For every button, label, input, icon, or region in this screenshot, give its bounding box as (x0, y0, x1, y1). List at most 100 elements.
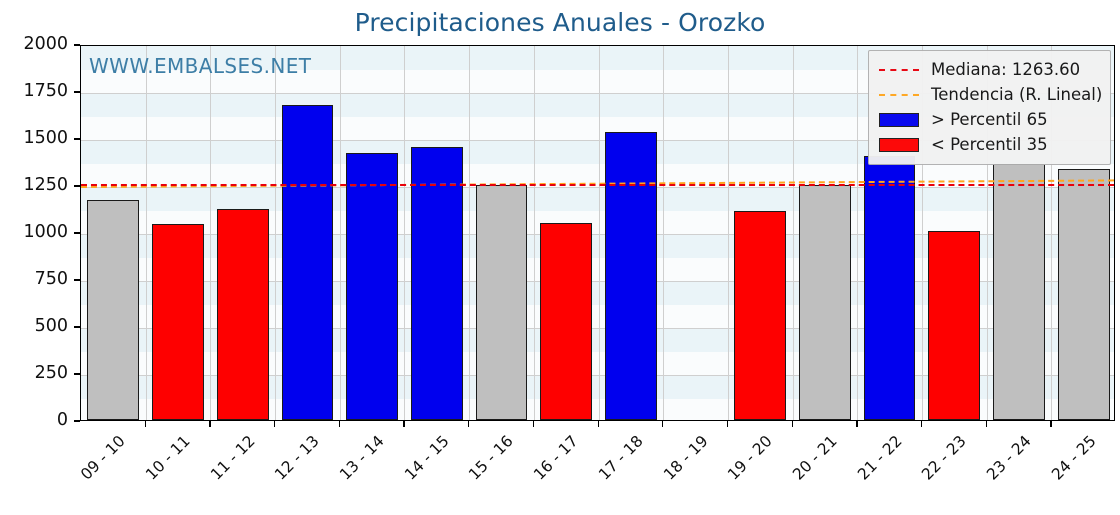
bar (152, 224, 204, 420)
gridline (339, 46, 341, 420)
background-band (81, 187, 1114, 211)
gridline (598, 46, 600, 420)
legend-swatch-icon (877, 112, 921, 128)
watermark-text: WWW.EMBALSES.NET (89, 54, 312, 78)
background-band (81, 328, 1114, 352)
legend-item[interactable]: Tendencia (R. Lineal) (877, 82, 1102, 107)
bar (799, 184, 851, 420)
gridline (857, 46, 859, 420)
color-swatch (879, 137, 919, 152)
gridline (210, 46, 212, 420)
gridline (81, 281, 1114, 282)
background-band (81, 234, 1114, 258)
x-tick-mark (338, 421, 341, 427)
legend-label: > Percentil 65 (931, 110, 1048, 129)
y-tick-label: 0 (56, 410, 68, 430)
background-band (81, 351, 1114, 375)
bar (604, 132, 657, 420)
gridline (145, 46, 147, 420)
legend-dashed-line-icon (877, 62, 921, 78)
x-tick-mark (920, 421, 923, 427)
background-band (81, 375, 1114, 399)
bar (216, 209, 269, 420)
gridline (1051, 46, 1053, 420)
gridline (986, 46, 988, 420)
x-tick-mark (856, 421, 858, 427)
y-tick-mark (74, 326, 80, 328)
y-tick-label: 1250 (23, 175, 68, 195)
legend-item[interactable]: Mediana: 1263.60 (877, 57, 1102, 82)
x-tick-mark (274, 421, 276, 427)
bar (475, 185, 528, 420)
gridline (81, 234, 1114, 235)
gridline (792, 46, 794, 420)
x-tick-mark (662, 421, 664, 427)
y-tick-label: 750 (34, 269, 68, 289)
background-band (81, 163, 1114, 187)
y-tick-label: 250 (34, 363, 68, 383)
x-tick-mark (726, 421, 729, 427)
legend-label: Mediana: 1263.60 (931, 60, 1081, 79)
gridline (81, 375, 1114, 376)
y-tick-mark (74, 420, 80, 422)
x-tick-mark (468, 421, 470, 427)
y-tick-mark (74, 232, 80, 234)
gridline (81, 328, 1114, 329)
bar (1057, 169, 1110, 420)
legend-item[interactable]: > Percentil 65 (877, 107, 1102, 132)
background-band (81, 257, 1114, 281)
bar (346, 153, 398, 420)
gridline (533, 46, 535, 420)
chart-figure: Precipitaciones Anuales - Orozko 0 250 500… (23, 8, 1115, 484)
bar (734, 210, 787, 420)
x-tick-mark (209, 421, 211, 427)
background-band (81, 210, 1114, 234)
x-tick-mark (985, 421, 987, 427)
y-tick-label: 1000 (23, 222, 68, 242)
gridline (663, 46, 665, 420)
background-band (81, 46, 1114, 70)
y-tick-label: 2000 (23, 34, 68, 54)
background-band (81, 140, 1114, 164)
page-title: Precipitaciones Anuales - Orozko (354, 8, 766, 37)
x-tick-mark (597, 421, 599, 427)
dash-line (879, 68, 919, 71)
bar (410, 147, 463, 420)
y-tick-mark (74, 44, 80, 46)
bar (540, 223, 593, 420)
bar (993, 163, 1045, 420)
gridline (81, 140, 1114, 141)
y-tick-mark (74, 138, 80, 140)
bar (928, 230, 981, 420)
y-tick-mark (74, 91, 80, 93)
y-axis: 0 250 500 750 1000 1250 1500 1750 2000 (23, 34, 80, 430)
gridline (275, 46, 277, 420)
legend-label: Tendencia (R. Lineal) (931, 85, 1103, 104)
x-tick-mark (532, 421, 535, 427)
gridline (81, 187, 1114, 188)
y-tick-mark (74, 185, 80, 187)
median-line (81, 184, 1114, 187)
gridline (81, 93, 1114, 94)
chart-legend: Mediana: 1263.60 Tendencia (R. Lineal) > P… (868, 50, 1111, 165)
legend-dashed-line-icon (877, 87, 921, 103)
x-tick-mark (403, 421, 405, 427)
gridline (469, 46, 471, 420)
y-tick-label: 1750 (23, 81, 68, 101)
legend-label: < Percentil 35 (931, 135, 1048, 154)
x-tick-mark (791, 421, 793, 427)
background-band (81, 281, 1114, 305)
y-tick-label: 500 (34, 316, 68, 336)
background-band (81, 93, 1114, 117)
dash-line (879, 93, 919, 96)
gridline (404, 46, 406, 420)
background-band (81, 398, 1114, 420)
background-band (81, 304, 1114, 328)
bar (863, 155, 916, 420)
bar (87, 200, 140, 420)
y-tick-mark (74, 373, 80, 375)
legend-item[interactable]: < Percentil 35 (877, 132, 1102, 157)
gridline (727, 46, 729, 420)
gridline (921, 46, 923, 420)
y-tick-label: 1500 (23, 128, 68, 148)
